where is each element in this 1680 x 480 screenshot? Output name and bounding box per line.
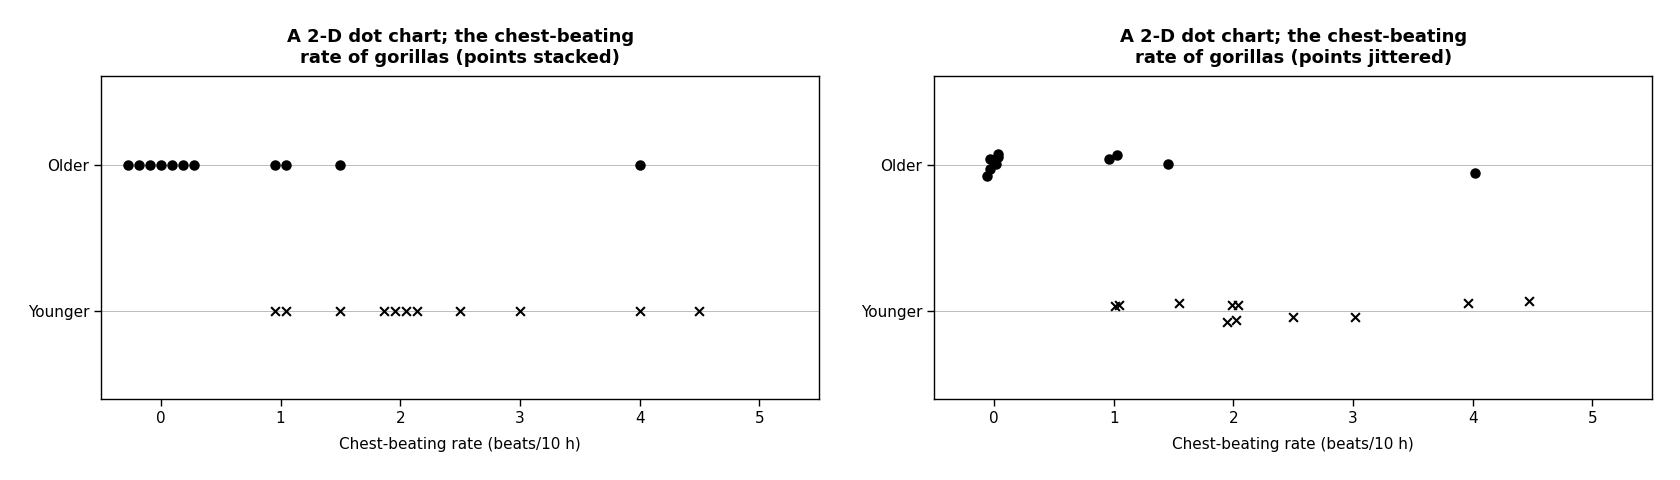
Point <box>507 307 534 315</box>
Point <box>170 161 197 168</box>
Point <box>371 307 398 315</box>
Point <box>403 307 430 315</box>
Point <box>393 307 420 315</box>
Point <box>976 166 1003 173</box>
Point <box>272 307 299 315</box>
Point <box>983 160 1010 168</box>
Point <box>1095 156 1122 163</box>
Point <box>984 150 1011 158</box>
Point <box>1218 301 1245 309</box>
Point <box>1462 169 1488 177</box>
Point <box>1280 313 1307 321</box>
Point <box>984 153 1011 161</box>
Point <box>262 161 289 168</box>
Point <box>148 161 175 168</box>
Point <box>627 161 654 168</box>
Point <box>136 161 163 168</box>
Title: A 2-D dot chart; the chest-beating
rate of gorillas (points jittered): A 2-D dot chart; the chest-beating rate … <box>1119 28 1467 67</box>
Point <box>381 307 408 315</box>
Point <box>1213 318 1240 326</box>
Point <box>114 161 141 168</box>
Point <box>627 307 654 315</box>
Point <box>1102 302 1129 310</box>
Point <box>1166 299 1193 307</box>
Point <box>158 161 185 168</box>
Point <box>1154 160 1181 168</box>
Point <box>1225 301 1252 309</box>
Point <box>974 172 1001 180</box>
Point <box>447 307 474 315</box>
Point <box>328 161 354 168</box>
X-axis label: Chest-beating rate (beats/10 h): Chest-beating rate (beats/10 h) <box>339 437 581 452</box>
Point <box>685 307 712 315</box>
X-axis label: Chest-beating rate (beats/10 h): Chest-beating rate (beats/10 h) <box>1173 437 1415 452</box>
Point <box>1342 313 1369 321</box>
Point <box>328 307 354 315</box>
Point <box>262 307 289 315</box>
Point <box>976 156 1003 163</box>
Point <box>1105 301 1132 309</box>
Point <box>1455 299 1482 307</box>
Point <box>126 161 153 168</box>
Point <box>1223 316 1250 324</box>
Title: A 2-D dot chart; the chest-beating
rate of gorillas (points stacked): A 2-D dot chart; the chest-beating rate … <box>287 28 633 67</box>
Point <box>1515 297 1542 304</box>
Point <box>1104 151 1131 158</box>
Point <box>272 161 299 168</box>
Point <box>981 158 1008 166</box>
Point <box>180 161 207 168</box>
